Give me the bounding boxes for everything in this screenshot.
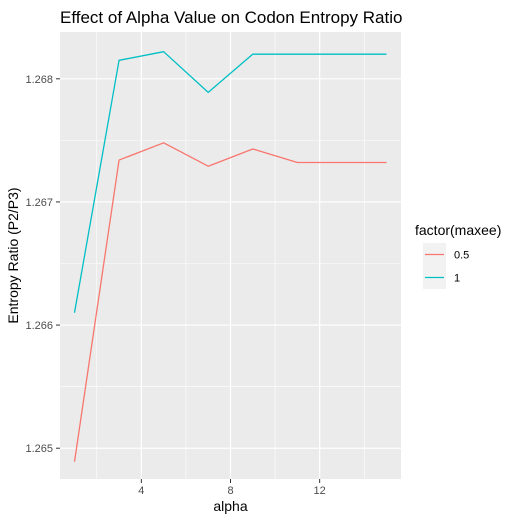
legend-key-1 <box>423 266 446 289</box>
series-line-1 <box>73 51 387 313</box>
series-line-0.5 <box>73 142 387 462</box>
y-axis-title: Entropy Ratio (P2/P3) <box>5 187 21 323</box>
major-gridlines <box>60 32 401 479</box>
legend-title: factor(maxee) <box>415 222 501 238</box>
x-axis: 4 8 12 <box>138 479 326 497</box>
y-axis: 1.265 1.266 1.267 1.268 <box>25 74 60 455</box>
y-tick-label: 1.265 <box>25 443 53 455</box>
legend-label: 0.5 <box>454 250 469 262</box>
y-tick-label: 1.266 <box>25 320 53 332</box>
legend-items: 0.51 <box>423 243 469 289</box>
legend-label: 1 <box>454 273 460 285</box>
x-axis-title: alpha <box>213 498 247 514</box>
legend-key-0.5 <box>423 243 446 266</box>
chart-title: Effect of Alpha Value on Codon Entropy R… <box>60 8 402 27</box>
x-tick-label: 12 <box>314 485 326 497</box>
x-tick-label: 4 <box>138 485 144 497</box>
y-tick-label: 1.268 <box>25 74 53 86</box>
legend: factor(maxee) 0.51 <box>415 222 501 289</box>
y-tick-label: 1.267 <box>25 197 53 209</box>
x-tick-label: 8 <box>227 485 233 497</box>
series-lines <box>73 51 387 462</box>
